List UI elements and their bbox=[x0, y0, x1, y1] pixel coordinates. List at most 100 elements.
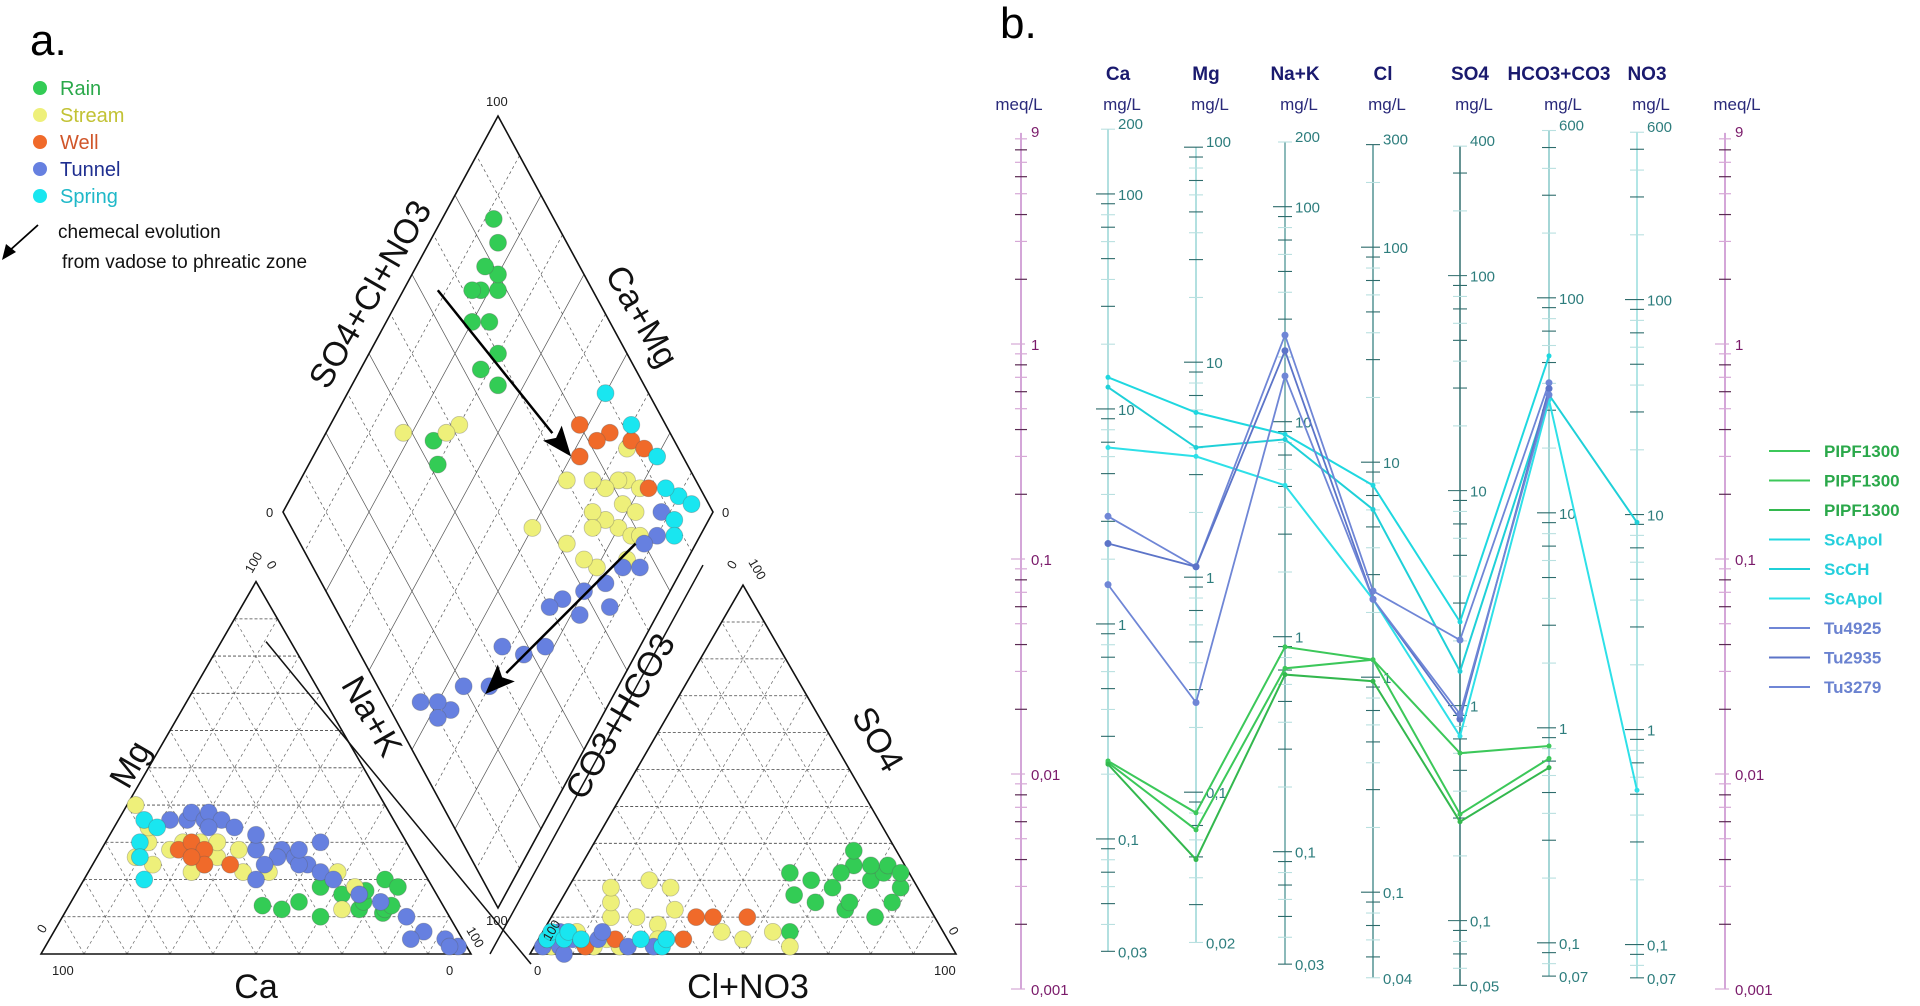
schoeller-axes: 9 1 0,1 0,01 0,001 9 1 0,1 0,01 0,001 meq/L meq/L Ca… bbox=[995, 64, 1772, 999]
band-line bbox=[489, 564, 704, 955]
cation-point-tunnel bbox=[255, 855, 274, 874]
schoeller-point bbox=[1370, 482, 1376, 488]
legend-label: Well bbox=[60, 132, 99, 154]
anion-point-rain bbox=[832, 863, 850, 882]
legend-item-spring: Spring bbox=[33, 186, 118, 208]
schoeller-point bbox=[1193, 810, 1199, 816]
meq-unit-right: meq/L bbox=[1713, 95, 1760, 114]
mg-tick-label: 0,1 bbox=[1470, 914, 1491, 931]
diamond-point-tunnel bbox=[441, 701, 460, 719]
diamond-point-spring bbox=[682, 495, 701, 513]
cation-point-tunnel bbox=[397, 907, 416, 926]
diamond-point-tunnel bbox=[570, 606, 589, 624]
cation-point-spring bbox=[135, 870, 154, 889]
schoeller-header-mg: Mg bbox=[1192, 64, 1219, 85]
diamond-point-well bbox=[635, 439, 654, 458]
schoeller-series-tu3279 bbox=[1104, 372, 1553, 718]
diamond-point-rain bbox=[471, 360, 490, 379]
piper-frames bbox=[39, 114, 958, 965]
schoeller-point bbox=[1634, 787, 1640, 793]
cation-point-spring bbox=[130, 833, 149, 852]
schoeller-point bbox=[1546, 353, 1552, 359]
schoeller-point bbox=[1281, 331, 1289, 339]
mg-tick-label: 0,1 bbox=[1118, 832, 1139, 849]
cation-point-tunnel bbox=[324, 870, 343, 889]
meq-tick-label: 0,001 bbox=[1735, 982, 1773, 999]
anion-point-tunnel bbox=[593, 922, 612, 941]
schoeller-point bbox=[1369, 595, 1377, 603]
schoeller-header-nak: Na+K bbox=[1270, 64, 1319, 85]
legend-item-stream: Stream bbox=[33, 105, 124, 127]
mg-tick-label: 0,1 bbox=[1295, 845, 1316, 862]
cation-point-tunnel bbox=[182, 803, 201, 822]
diamond-point-stream bbox=[609, 471, 628, 490]
anion-point-spring bbox=[542, 922, 561, 941]
diamond-point-stream bbox=[437, 423, 456, 442]
cation-point-stream bbox=[126, 796, 145, 814]
diamond-point-stream bbox=[609, 518, 628, 537]
diamond-point-well bbox=[570, 415, 589, 434]
schoeller-point bbox=[1282, 665, 1288, 671]
anion-point-stream bbox=[780, 937, 799, 956]
anion-point-spring bbox=[559, 922, 578, 941]
diamond-point-rain bbox=[489, 265, 507, 284]
mg-tick-label: 1 bbox=[1470, 699, 1478, 716]
anion-point-tunnel bbox=[619, 937, 637, 956]
meq-tick-label: 9 bbox=[1735, 124, 1743, 141]
mg-tick-label: 100 bbox=[1559, 291, 1584, 308]
mg-tick-label: 400 bbox=[1470, 133, 1495, 150]
schoeller-header-hco3co3: HCO3+CO3 bbox=[1508, 64, 1611, 85]
cation-point-well bbox=[182, 848, 201, 867]
meq-tick-label: 9 bbox=[1031, 124, 1039, 141]
cation-point-tunnel bbox=[290, 840, 308, 859]
schoeller-point bbox=[1457, 619, 1463, 625]
anion-triangle-gridline bbox=[614, 806, 701, 955]
mg-tick-label: 1 bbox=[1383, 670, 1391, 687]
mg-tick-label: 100 bbox=[1383, 240, 1408, 257]
schoeller-point bbox=[1456, 715, 1464, 723]
schoeller-point bbox=[1193, 453, 1199, 459]
meq-tick-label: 0,001 bbox=[1031, 982, 1069, 999]
cation-triangle-gridline bbox=[169, 730, 300, 955]
meq-tick-label: 0,01 bbox=[1031, 767, 1060, 784]
cation-point-tunnel bbox=[311, 863, 330, 881]
cation-point-tunnel bbox=[401, 930, 420, 949]
cation-point-spring bbox=[130, 848, 149, 867]
diamond-point-tunnel bbox=[411, 693, 430, 711]
diamond-point-spring bbox=[665, 511, 684, 529]
mg-tick-label: 100 bbox=[1470, 269, 1495, 286]
note-arrow-line bbox=[7, 224, 39, 253]
axis-title-so4: SO4 bbox=[844, 701, 911, 779]
panel-a-label: a. bbox=[30, 16, 67, 65]
schoeller-point bbox=[1457, 733, 1463, 739]
diamond-point-rain bbox=[489, 233, 507, 252]
schoeller-unit: mg/L bbox=[1191, 95, 1229, 114]
cation-point-rain bbox=[253, 896, 272, 915]
anion-point-rain bbox=[806, 893, 825, 912]
anion-triangle-gridline bbox=[657, 732, 786, 955]
schoeller-point bbox=[1104, 581, 1112, 589]
mg-tick-label: 0,05 bbox=[1470, 978, 1499, 995]
schoeller-legend: PIPF1300 PIPF1300 PIPF1300 ScApol ScCH ScApol… bbox=[1769, 442, 1900, 697]
mg-tick-label: 1 bbox=[1206, 570, 1214, 587]
cation-point-tunnel bbox=[247, 825, 265, 844]
mg-tick-label: 0,07 bbox=[1647, 971, 1676, 988]
mg-tick-label: 1 bbox=[1559, 721, 1567, 738]
schoeller-point bbox=[1457, 668, 1463, 674]
legend-label: ScCH bbox=[1824, 560, 1869, 579]
schoeller-legend-item: Tu4925 bbox=[1769, 619, 1881, 638]
schoeller-line bbox=[1107, 355, 1550, 625]
diamond-frame bbox=[282, 114, 714, 910]
legend-label: Tu4925 bbox=[1824, 619, 1881, 638]
cation-point-stream bbox=[234, 863, 253, 881]
diamond-point-rain bbox=[424, 431, 443, 450]
panel-b-label: b. bbox=[1000, 0, 1037, 48]
schoeller-unit: mg/L bbox=[1280, 95, 1318, 114]
mg-tick-label: 0,1 bbox=[1559, 936, 1580, 953]
vertex-label: 0 bbox=[266, 505, 273, 520]
legend-marker-icon bbox=[33, 135, 47, 149]
cation-point-rain bbox=[272, 900, 291, 919]
cation-triangle-gridline bbox=[427, 916, 450, 955]
diamond-point-stream bbox=[557, 534, 576, 553]
